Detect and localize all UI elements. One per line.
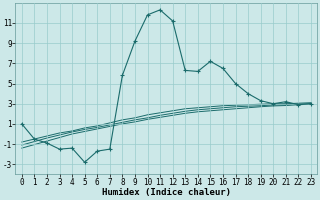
X-axis label: Humidex (Indice chaleur): Humidex (Indice chaleur) <box>102 188 231 197</box>
